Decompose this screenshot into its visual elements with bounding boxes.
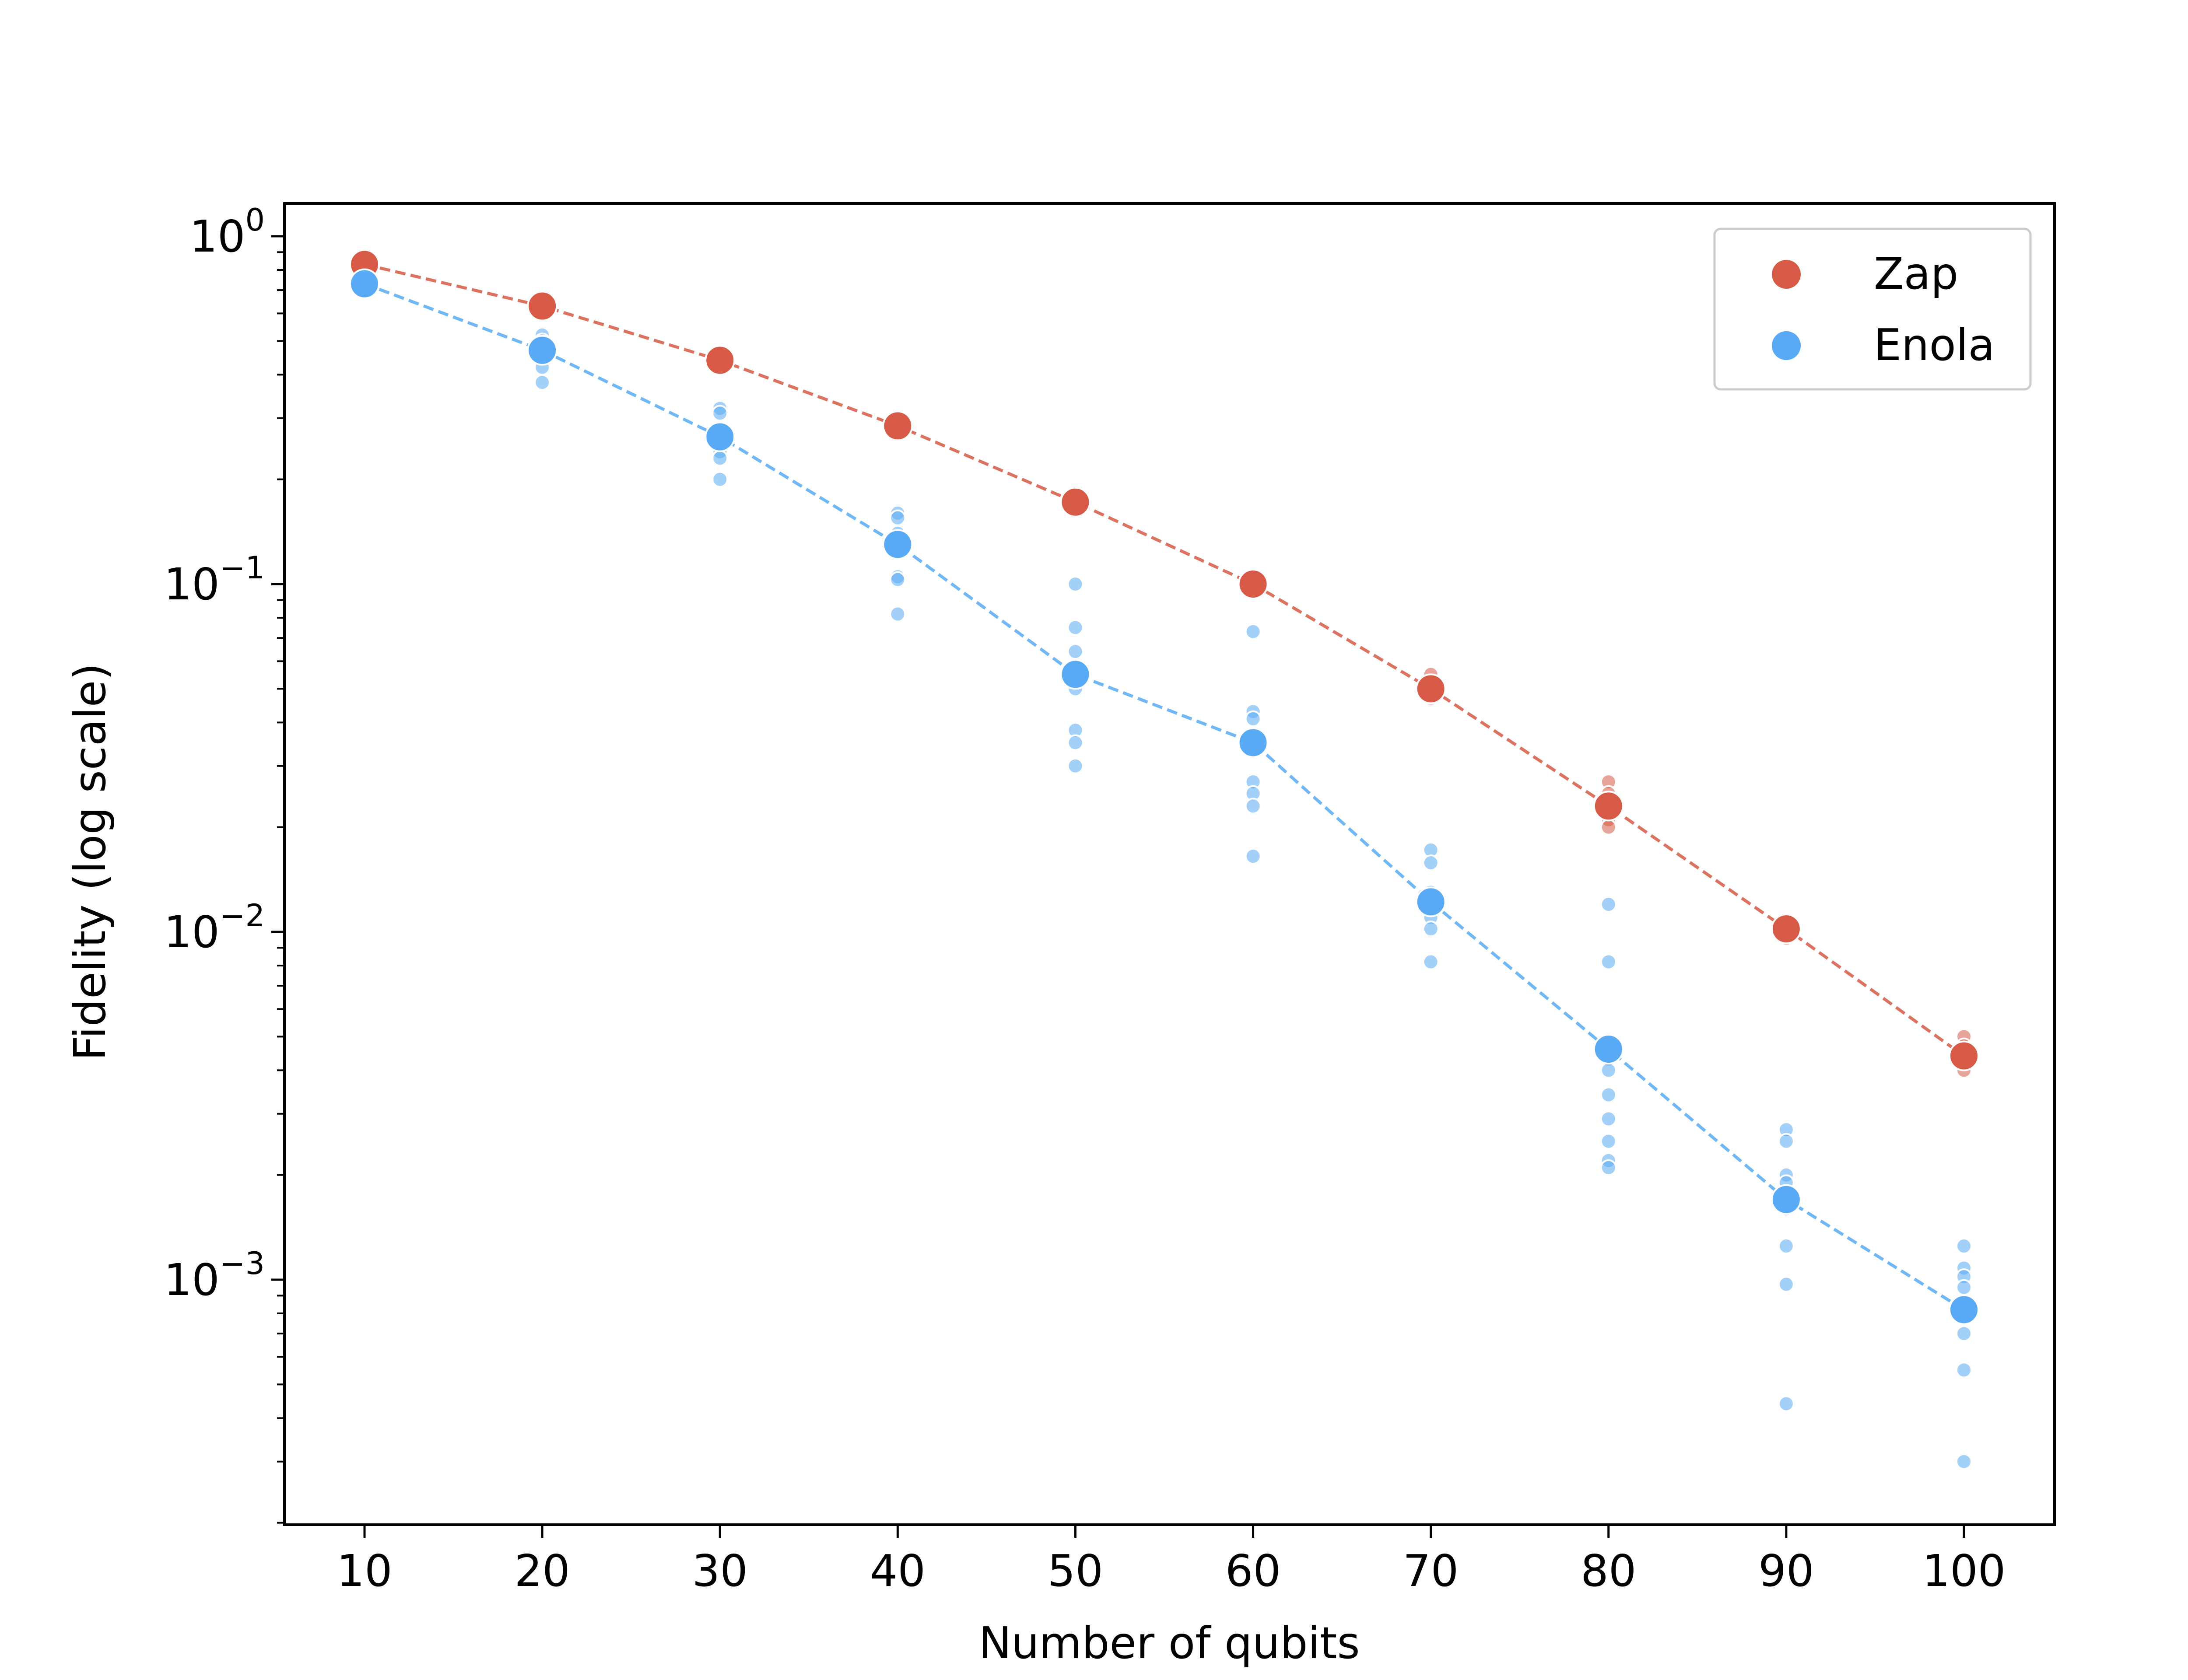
enola-sample-point — [1067, 757, 1084, 774]
plot-marks — [349, 249, 1979, 1470]
plot-frame — [283, 202, 2056, 1526]
x-tick-label: 40 — [870, 1545, 926, 1596]
x-tick-label: 70 — [1403, 1545, 1459, 1596]
enola-sample-point — [1778, 1395, 1795, 1412]
y-tick-label: 100 — [189, 202, 265, 262]
x-axis-label: Number of qubits — [978, 1617, 1360, 1669]
enola-sample-point — [1600, 1086, 1617, 1103]
enola-sample-point — [889, 509, 906, 526]
y-axis: 100 10−1 10−2 10−3 — [164, 202, 284, 1524]
enola-sample-point — [534, 374, 551, 391]
enola-sample-point — [1778, 1133, 1795, 1150]
enola-sample-point — [1956, 1279, 1972, 1296]
enola-sample-point — [1067, 643, 1084, 660]
enola-mean-point — [705, 421, 736, 452]
enola-mean-point — [1593, 1034, 1624, 1065]
enola-mean-point — [1415, 886, 1446, 917]
x-tick-label: 100 — [1922, 1545, 2006, 1596]
y-tick-label: 10−3 — [164, 1246, 265, 1306]
zap-mean-point — [1238, 569, 1269, 599]
zap-trend-line — [364, 262, 1965, 1057]
zap-mean-point — [1415, 673, 1446, 704]
y-tick-label: 10−2 — [164, 898, 265, 958]
enola-sample-point — [1422, 920, 1439, 938]
enola-sample-point — [1600, 896, 1617, 913]
enola-sample-point — [1245, 848, 1262, 865]
enola-mean-point — [1949, 1294, 1979, 1325]
enola-mean-point — [1238, 727, 1269, 758]
enola-sample-point — [1600, 1133, 1617, 1150]
enola-sample-point — [889, 571, 906, 588]
zap-mean-point — [1593, 791, 1624, 822]
enola-sample-point — [1956, 1362, 1972, 1379]
enola-sample-point — [1956, 1237, 1972, 1254]
enola-mean-point — [882, 529, 913, 560]
enola-mean-point — [1771, 1184, 1802, 1215]
legend-marker-zap — [1772, 260, 1801, 289]
enola-sample-point — [1778, 1276, 1795, 1293]
enola-sample-point — [712, 405, 729, 422]
x-tick-label: 60 — [1225, 1545, 1281, 1596]
x-tick-label: 30 — [692, 1545, 748, 1596]
enola-sample-point — [1067, 734, 1084, 751]
legend: Zap Enola — [1713, 228, 2032, 391]
enola-sample-point — [1245, 710, 1262, 727]
zap-sample-point — [1600, 819, 1617, 836]
enola-sample-point — [1245, 623, 1262, 640]
enola-sample-point — [1600, 1062, 1617, 1079]
y-tick-label: 10−1 — [164, 550, 265, 610]
enola-sample-point — [1067, 576, 1084, 592]
x-tick-label: 90 — [1758, 1545, 1814, 1596]
enola-sample-point — [712, 450, 729, 467]
enola-sample-point — [1422, 953, 1439, 970]
enola-sample-point — [1778, 1237, 1795, 1254]
x-tick-label: 80 — [1581, 1545, 1636, 1596]
legend-marker-enola — [1772, 331, 1801, 360]
enola-sample-point — [889, 606, 906, 623]
zap-mean-point — [1060, 486, 1091, 518]
enola-mean-point — [527, 335, 558, 366]
x-axis: 10 20 30 40 50 60 70 80 90 100 — [337, 1525, 2006, 1596]
enola-trend-line — [364, 282, 1965, 1311]
enola-sample-point — [1956, 1325, 1972, 1342]
enola-sample-point — [712, 471, 729, 488]
zap-mean-point — [705, 345, 736, 376]
legend-label-zap: Zap — [1874, 248, 1958, 299]
enola-sample-point — [1956, 1453, 1972, 1470]
x-tick-label: 10 — [337, 1545, 392, 1596]
x-tick-label: 50 — [1048, 1545, 1103, 1596]
legend-label-enola: Enola — [1874, 319, 1995, 371]
zap-mean-point — [527, 290, 558, 322]
enola-mean-point — [1060, 659, 1091, 690]
enola-sample-point — [1422, 854, 1439, 872]
zap-mean-point — [1949, 1040, 1979, 1071]
zap-mean-point — [1771, 914, 1802, 945]
zap-mean-point — [882, 410, 913, 441]
enola-sample-point — [1600, 1110, 1617, 1127]
x-tick-label: 20 — [514, 1545, 570, 1596]
enola-sample-point — [1600, 1159, 1617, 1176]
enola-sample-point — [1600, 953, 1617, 970]
y-axis-label: Fidelity (log scale) — [64, 663, 116, 1061]
enola-sample-point — [1067, 619, 1084, 636]
enola-sample-point — [1245, 798, 1262, 815]
enola-mean-point — [349, 268, 380, 299]
